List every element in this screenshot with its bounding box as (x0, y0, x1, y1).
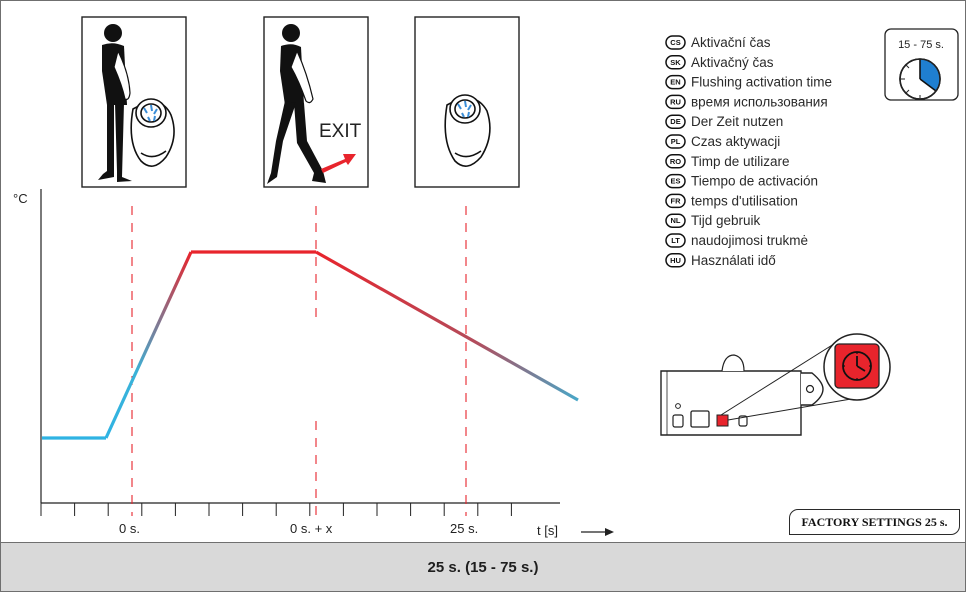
control-unit (660, 333, 891, 436)
device-port (672, 414, 684, 428)
timer-badge: 15 - 75 s. (884, 28, 959, 101)
language-code: EN (670, 78, 680, 87)
language-code-badge (665, 94, 686, 110)
tick-label-start: 0 s. (119, 521, 140, 536)
language-item: NL Tijd gebruik (665, 213, 761, 228)
language-label: Aktivačný čas (691, 55, 774, 70)
language-code: RO (670, 157, 681, 166)
language-code: NL (671, 216, 681, 225)
language-label: Tiempo de activación (691, 174, 818, 189)
y-axis-unit: °C (13, 191, 28, 206)
tick-label-end: 25 s. (450, 521, 478, 536)
language-label: Timp de utilizare (691, 154, 790, 169)
language-code-badge (665, 233, 686, 248)
clock-icon (842, 351, 872, 381)
language-item: RU время использования (665, 94, 828, 110)
scene-frame (81, 16, 187, 188)
scene-urinal-flush (414, 16, 520, 188)
time-arrow-icon (581, 528, 614, 536)
language-code: SK (670, 58, 681, 67)
timer-dial-icon (899, 58, 941, 100)
language-label: naudojimosi trukmė (691, 233, 808, 248)
exit-arrow-icon (321, 154, 356, 173)
curve-rise-segment (104, 251, 193, 439)
language-label: Der Zeit nutzen (691, 114, 783, 129)
language-item: ES Tiempo de activación (665, 173, 818, 189)
status-led (675, 403, 681, 409)
factory-settings-badge: FACTORY SETTINGS 25 s. (789, 509, 960, 535)
temperature-timeline-diagram: EXIT °C 0 s. 0 s. + (13, 16, 959, 538)
curve-cooling-segment (315, 250, 579, 402)
language-item: HU Használati idő (665, 253, 776, 268)
language-label: время использования (691, 94, 828, 109)
language-code-badge (665, 134, 686, 149)
x-axis-ticks (40, 503, 512, 516)
exit-label: EXIT (319, 121, 362, 142)
temperature-chart: °C 0 s. 0 s. + x 25 s. t [s] (13, 189, 614, 538)
language-code-badge (665, 114, 686, 129)
time-guides (131, 206, 467, 516)
language-item: SK Aktivačný čas (665, 55, 774, 70)
language-code-badge (665, 35, 686, 50)
urinal-icon (130, 98, 175, 167)
urinal-icon (444, 94, 491, 167)
language-label: Tijd gebruik (691, 213, 761, 228)
language-code-badge (665, 74, 686, 90)
language-code-badge (665, 55, 686, 70)
language-code-badge (665, 193, 686, 209)
language-code-badge (665, 154, 686, 169)
language-code-badge (665, 173, 686, 189)
factory-settings-label: FACTORY SETTINGS 25 s. (801, 514, 948, 529)
language-item: LT naudojimosi trukmė (665, 233, 808, 248)
language-code: FR (671, 196, 682, 205)
language-item: DE Der Zeit nutzen (665, 114, 783, 129)
language-item: CS Aktivační čas (665, 35, 771, 50)
language-code: RU (670, 97, 681, 106)
timer-button (716, 414, 729, 427)
language-label: Flushing activation time (691, 75, 832, 90)
language-code: DE (670, 117, 680, 126)
language-label: Aktivační čas (691, 35, 771, 50)
language-code-badge (665, 213, 686, 228)
tick-label-start-plus-x: 0 s. + x (290, 521, 333, 536)
language-code: ES (670, 177, 680, 186)
language-code: PL (671, 137, 681, 146)
footer-bar: 25 s. (15 - 75 s.) (1, 542, 965, 591)
x-axis-label: t [s] (537, 523, 558, 538)
language-item: PL Czas aktywacji (665, 134, 780, 149)
device-port (738, 415, 748, 427)
language-list: CS Aktivační čas SK Aktivačný čas EN Flushing… (665, 35, 832, 268)
device-button (690, 410, 710, 428)
language-label: temps d'utilisation (691, 193, 798, 208)
timer-range-label: 15 - 75 s. (898, 39, 944, 51)
language-item: FR temps d'utilisation (665, 193, 798, 209)
language-item: EN Flushing activation time (665, 74, 832, 90)
language-label: Használati idő (691, 253, 776, 268)
language-label: Czas aktywacji (691, 134, 780, 149)
standing-person-icon (98, 24, 132, 182)
language-code: CS (670, 38, 680, 47)
walking-person-icon (267, 24, 326, 184)
scene-user-exit: EXIT (263, 16, 369, 188)
language-code-badge (665, 253, 686, 268)
language-code: LT (671, 236, 680, 245)
language-code: HU (670, 256, 681, 265)
language-item: RO Timp de utilizare (665, 154, 790, 169)
scene-user-at-urinal (81, 16, 187, 188)
footer-summary: 25 s. (15 - 75 s.) (427, 559, 539, 576)
temperature-curve (42, 250, 579, 440)
